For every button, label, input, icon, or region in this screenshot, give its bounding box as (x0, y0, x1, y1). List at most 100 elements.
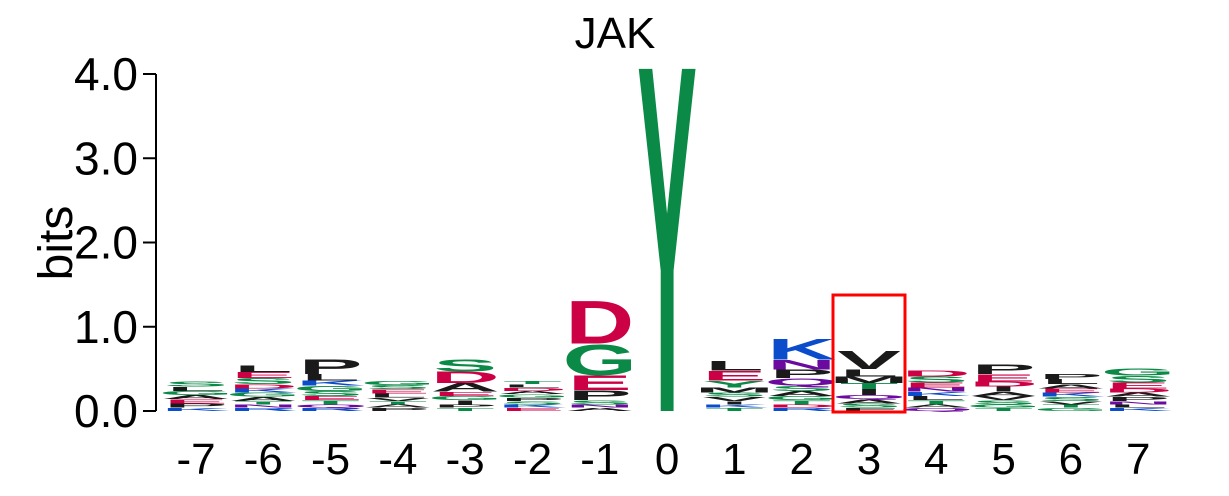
logo-letter-E: E (1039, 387, 1103, 393)
logo-letter-S: S (366, 384, 430, 390)
logo-letter-A: A (363, 403, 432, 408)
logo-letter-S: S (568, 399, 632, 405)
logo-letter-G: G (1101, 366, 1175, 378)
logo-letter-A: A (902, 403, 971, 408)
logo-letter-G: G (563, 336, 637, 384)
logo-letter-N: N (1104, 400, 1173, 405)
y-tick-label: 0.0 (74, 385, 138, 437)
logo-letter-V: V (837, 346, 901, 375)
logo-letter-S: S (1039, 396, 1103, 402)
logo-letter-D: D (498, 387, 567, 392)
logo-letter-Q: Q (765, 376, 839, 388)
x-tick-label: 2 (789, 435, 813, 484)
logo-letter-E: E (1106, 381, 1170, 390)
highlight-box (831, 293, 907, 414)
logo-letter-S: S (904, 375, 968, 384)
logo-letter-S: S (703, 391, 767, 397)
logo-letter-S: S (770, 385, 834, 393)
logo-letter-T: T (773, 399, 831, 405)
logo-letter-S: S (231, 377, 295, 386)
logo-letter-K: K (498, 403, 567, 408)
logo-letter-A: A (1104, 391, 1173, 397)
logo-letter-K: K (296, 380, 365, 388)
logo-letter-K: K (162, 407, 231, 412)
logo-letter-M: M (829, 375, 909, 385)
logo-letter-E: E (972, 372, 1036, 384)
logo-letter-Q: Q (293, 403, 367, 408)
logo-letter-L: L (907, 395, 965, 401)
logo-letter-T: T (705, 407, 763, 412)
logo-letter-E: E (299, 395, 363, 401)
logo-letter-E: E (703, 368, 767, 384)
y-tick-label: 4.0 (74, 48, 138, 100)
logo-letter-T: T (840, 382, 898, 391)
logo-letter-A: A (1036, 383, 1105, 389)
logo-columns: KPEAGLSRNTAGKDSELRQTESGKLPPATVLESGTPIGEA… (159, 0, 1176, 496)
x-tick-label: -4 (378, 435, 417, 484)
logo-letter-N: N (229, 403, 298, 408)
logo-letter-L: L (840, 367, 898, 379)
logo-letter-N: N (902, 386, 971, 392)
logo-letter-V: V (972, 395, 1036, 401)
logo-letter-G: G (361, 380, 435, 386)
logo-letter-A: A (431, 381, 500, 394)
logo-letter-K: K (767, 333, 836, 366)
logo-letter-R: R (767, 407, 836, 412)
logo-letter-D: D (969, 380, 1038, 388)
x-tick-label: 1 (722, 435, 746, 484)
x-tick-label: -6 (244, 435, 283, 484)
logo-letter-Y: Y (703, 379, 767, 389)
logo-letter-V: V (366, 397, 430, 402)
logo-letter-G: G (765, 395, 839, 401)
logo-letter-A: A (229, 396, 298, 402)
logo-letter-D: D (565, 289, 634, 357)
logo-letter-S: S (433, 356, 497, 376)
logo-letter-L: L (705, 358, 763, 374)
logo-letter-P: P (366, 407, 430, 412)
logo-letter-K: K (700, 403, 769, 408)
logo-letter-E: E (164, 398, 228, 404)
x-tick-label: 5 (991, 435, 1015, 484)
logo-letter-R: R (229, 407, 298, 412)
logo-letter-K: K (229, 387, 298, 393)
logo-letter-L: L (369, 392, 427, 398)
logo-letter-K: K (1036, 391, 1105, 397)
x-tick-label: 7 (1126, 435, 1150, 484)
logo-letter-S: S (972, 399, 1036, 405)
logo-letter-Q: Q (832, 394, 906, 400)
logo-letter-S: S (837, 402, 901, 408)
logo-letter-E: E (501, 407, 565, 412)
logo-letter-P: P (164, 402, 228, 408)
logo-letter-P: P (568, 388, 632, 404)
logo-letter-P: P (501, 397, 565, 402)
logo-letter-A: A (565, 407, 634, 412)
logo-letter-E: E (433, 391, 497, 397)
logo-letter-P: P (433, 403, 497, 408)
logo-letter-T: T (234, 400, 292, 405)
logo-letter-T: T (907, 399, 965, 405)
logo-letter-L: L (234, 364, 292, 374)
y-tick-label: 1.0 (74, 301, 138, 353)
logo-letter-G: G (226, 391, 300, 397)
x-tick-label: -5 (311, 435, 350, 484)
logo-letter-T: T (301, 399, 359, 405)
logo-letter-L: L (1042, 378, 1100, 386)
logo-letter-G: G (495, 393, 569, 398)
logo-letter-E: E (231, 371, 295, 380)
x-tick-label: -1 (580, 435, 619, 484)
logo-letter-V: V (1039, 400, 1103, 405)
logo-letter-M: M (695, 386, 775, 394)
logo-letter-A: A (835, 398, 904, 404)
logo-letter-A: A (162, 394, 231, 400)
